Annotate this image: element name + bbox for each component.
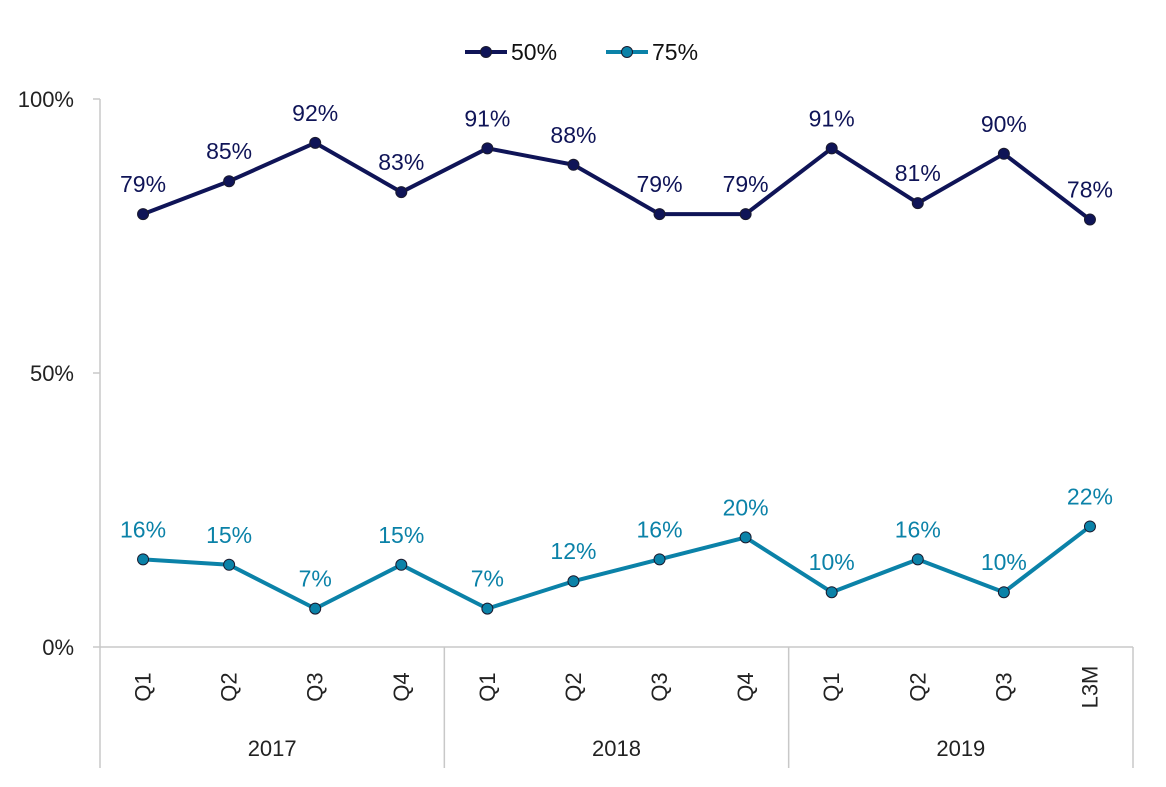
data-label: 12% (550, 538, 596, 564)
data-point (739, 531, 752, 544)
data-point (567, 158, 580, 171)
data-label: 81% (895, 160, 941, 186)
x-group-label: 2018 (592, 736, 641, 761)
x-category-label: Q4 (733, 672, 758, 701)
legend: 50% 75% (465, 39, 698, 65)
x-category-label: Q1 (131, 672, 156, 701)
data-point (137, 553, 150, 566)
data-point (137, 208, 150, 221)
x-group-label: 2019 (936, 736, 985, 761)
data-point (911, 197, 924, 210)
data-label: 20% (723, 494, 769, 520)
y-tick-label: 100% (18, 87, 74, 112)
legend-item: 50% (465, 39, 557, 65)
x-category-label: Q2 (217, 672, 242, 701)
data-label: 79% (637, 171, 683, 197)
data-point (739, 208, 752, 221)
data-label: 10% (981, 549, 1027, 575)
data-label: 85% (206, 138, 252, 164)
data-point (825, 586, 838, 599)
data-label: 7% (471, 566, 504, 592)
data-point (481, 142, 494, 155)
data-label: 15% (378, 522, 424, 548)
data-point (223, 558, 236, 571)
x-category-label: Q3 (647, 672, 672, 701)
x-category-label: Q3 (303, 672, 328, 701)
data-label: 92% (292, 100, 338, 126)
series-points (137, 136, 1096, 615)
x-category-label: Q2 (561, 672, 586, 701)
data-labels: 79% 85% 92% 83% 91% 88% 79% 79% 91% 81% 90% 78% 16% 1… (120, 100, 1113, 592)
series-lines (142, 140, 1092, 611)
data-label: 88% (550, 122, 596, 148)
legend-marker (621, 46, 633, 58)
data-point (653, 553, 666, 566)
legend-label: 75% (652, 39, 698, 65)
series-line (142, 524, 1092, 611)
data-label: 7% (299, 566, 332, 592)
data-point (1083, 520, 1096, 533)
data-point (309, 602, 322, 615)
data-point (825, 142, 838, 155)
data-point (911, 553, 924, 566)
y-tick-label: 0% (42, 635, 74, 660)
x-category-label: Q4 (389, 672, 414, 701)
data-point (223, 175, 236, 188)
data-label: 91% (464, 105, 510, 131)
legend-label: 50% (511, 39, 557, 65)
data-label: 79% (723, 171, 769, 197)
x-category-label: Q1 (819, 672, 844, 701)
x-category-label: Q1 (475, 672, 500, 701)
data-label: 16% (120, 516, 166, 542)
data-point (1083, 213, 1096, 226)
data-label: 79% (120, 171, 166, 197)
data-label: 15% (206, 522, 252, 548)
axes: 0% 50% 100% Q1 Q2 Q3 Q4 Q1 Q2 Q3 Q4 Q1 Q2 Q3 L3M 2017 20… (18, 87, 1134, 768)
legend-item: 75% (606, 39, 698, 65)
data-point (395, 186, 408, 199)
legend-marker (480, 46, 492, 58)
data-label: 91% (809, 105, 855, 131)
x-category-label: L3M (1077, 666, 1102, 709)
data-label: 90% (981, 111, 1027, 137)
y-tick-label: 50% (30, 361, 74, 386)
data-label: 10% (809, 549, 855, 575)
data-point (997, 586, 1010, 599)
data-point (309, 136, 322, 149)
data-label: 78% (1067, 177, 1113, 203)
data-point (653, 208, 666, 221)
data-label: 83% (378, 149, 424, 175)
x-group-label: 2017 (248, 736, 297, 761)
series-line (142, 140, 1092, 222)
data-point (395, 558, 408, 571)
data-point (481, 602, 494, 615)
data-point (997, 147, 1010, 160)
data-label: 16% (895, 516, 941, 542)
x-category-label: Q3 (991, 672, 1016, 701)
data-label: 22% (1067, 483, 1113, 509)
x-category-label: Q2 (905, 672, 930, 701)
data-point (567, 575, 580, 588)
data-label: 16% (637, 516, 683, 542)
